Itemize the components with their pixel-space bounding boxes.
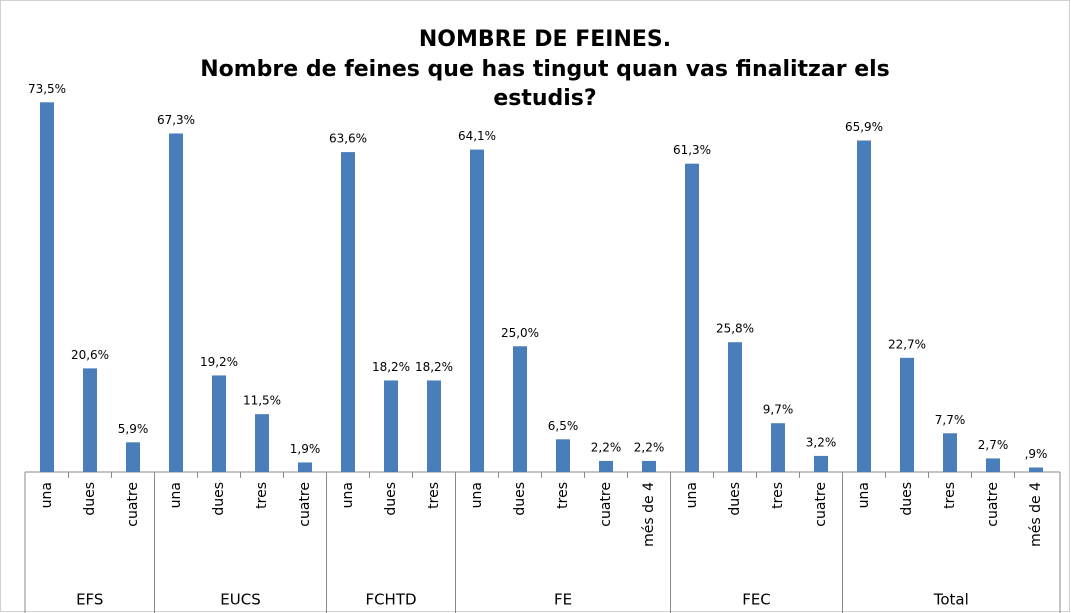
bar xyxy=(384,380,398,472)
value-label: 6,5% xyxy=(548,419,579,433)
bar xyxy=(599,460,613,472)
value-label: 63,6% xyxy=(329,132,367,146)
x-tick-label: tres xyxy=(942,482,958,509)
value-label: 2,2% xyxy=(591,440,622,454)
value-label: 18,2% xyxy=(372,360,410,374)
bar xyxy=(513,346,527,472)
chart-subtitle: estudis? xyxy=(493,86,596,111)
x-tick-label: dues xyxy=(899,482,915,516)
x-tick-label: dues xyxy=(82,482,98,516)
x-tick-label: cuatre xyxy=(985,482,1001,527)
bar xyxy=(40,102,54,473)
x-tick-label: més de 4 xyxy=(641,482,657,547)
value-label: 20,6% xyxy=(71,348,109,362)
x-tick-label: més de 4 xyxy=(1028,482,1044,547)
bar xyxy=(212,375,226,472)
bar xyxy=(169,133,183,472)
value-label: 19,2% xyxy=(200,355,238,369)
x-tick-label: tres xyxy=(770,482,786,509)
value-label: 73,5% xyxy=(28,82,66,96)
x-tick-label: una xyxy=(684,482,700,508)
group-label: FCHTD xyxy=(365,591,416,609)
value-label: 9,7% xyxy=(763,403,794,417)
value-label: 67,3% xyxy=(157,113,195,127)
chart-title: NOMBRE DE FEINES. xyxy=(419,27,671,52)
bar xyxy=(1029,467,1043,472)
value-label: 1,9% xyxy=(290,442,321,456)
value-label: 2,2% xyxy=(634,440,665,454)
bar xyxy=(857,140,871,472)
value-label: 64,1% xyxy=(458,129,496,143)
x-tick-label: tres xyxy=(254,482,270,509)
x-tick-label: cuatre xyxy=(125,482,141,527)
x-tick-label: tres xyxy=(426,482,442,509)
x-tick-label: una xyxy=(856,482,872,508)
bar xyxy=(900,357,914,472)
group-label: EUCS xyxy=(220,591,260,609)
x-tick-label: dues xyxy=(383,482,399,516)
x-tick-label: cuatre xyxy=(813,482,829,527)
value-label: 61,3% xyxy=(673,143,711,157)
x-tick-label: cuatre xyxy=(598,482,614,527)
bar xyxy=(943,433,957,472)
x-tick-label: dues xyxy=(727,482,743,516)
value-label: 11,5% xyxy=(243,394,281,408)
value-label: 22,7% xyxy=(888,337,926,351)
bar xyxy=(83,368,97,472)
value-label: 5,9% xyxy=(118,422,149,436)
value-label: 25,0% xyxy=(501,326,539,340)
x-tick-label: una xyxy=(168,482,184,508)
group-label: FE xyxy=(554,591,572,609)
bar xyxy=(298,462,312,472)
value-label: 25,8% xyxy=(716,322,754,336)
x-tick-label: una xyxy=(469,482,485,508)
x-tick-label: dues xyxy=(211,482,227,516)
x-tick-label: una xyxy=(340,482,356,508)
chart-subtitle: Nombre de feines que has tingut quan vas… xyxy=(200,57,890,82)
bar xyxy=(685,163,699,472)
bar xyxy=(986,458,1000,472)
bar xyxy=(255,414,269,472)
bar xyxy=(556,439,570,472)
x-tick-label: tres xyxy=(555,482,571,509)
group-label: FEC xyxy=(742,591,771,609)
value-label: ,9% xyxy=(1025,447,1048,461)
value-label: 2,7% xyxy=(978,438,1009,452)
bar xyxy=(814,455,828,472)
value-label: 65,9% xyxy=(845,120,883,134)
x-tick-label: cuatre xyxy=(297,482,313,527)
bar xyxy=(341,152,355,473)
bar xyxy=(642,460,656,472)
group-label: Total xyxy=(933,591,969,609)
x-tick-label: una xyxy=(39,482,55,508)
value-label: 7,7% xyxy=(935,413,966,427)
bar xyxy=(470,149,484,472)
bar xyxy=(771,423,785,472)
bar xyxy=(728,342,742,472)
group-label: EFS xyxy=(76,591,103,609)
bar xyxy=(427,380,441,472)
value-label: 18,2% xyxy=(415,360,453,374)
bar xyxy=(126,442,140,472)
value-label: 3,2% xyxy=(806,435,837,449)
x-tick-label: dues xyxy=(512,482,528,516)
